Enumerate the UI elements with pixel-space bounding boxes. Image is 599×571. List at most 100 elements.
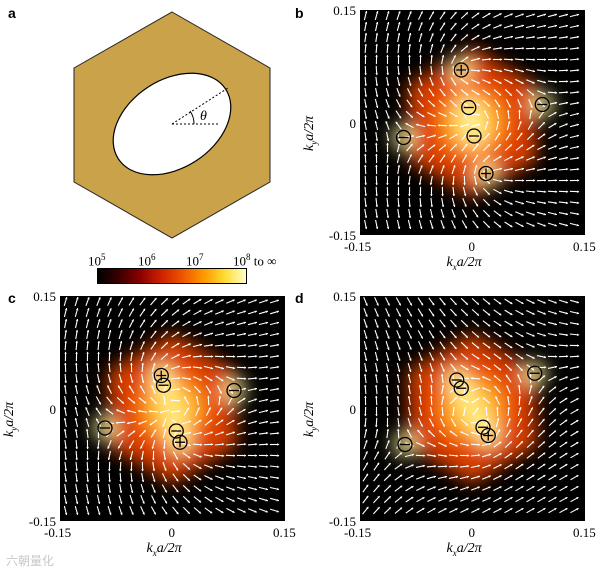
field-arrow-head [521, 323, 524, 326]
field-arrow-head [276, 299, 279, 302]
field-arrow-head [464, 215, 467, 218]
field-arrow-head [565, 224, 568, 227]
field-arrow-head [396, 396, 400, 399]
field-arrow-head [405, 123, 408, 126]
field-arrow-head [76, 512, 79, 515]
field-arrow-head [510, 167, 513, 171]
field-arrow-head [210, 343, 213, 347]
field-arrow-head [97, 340, 100, 344]
field-arrow-head [87, 308, 90, 311]
field-arrow-head [565, 376, 568, 379]
field-arrow-head [565, 486, 568, 489]
field-arrow-head [243, 398, 246, 401]
field-arrow-head [365, 440, 368, 443]
panel-label-c: c [8, 290, 16, 306]
field-arrow-head [209, 419, 213, 422]
field-arrow-head [130, 479, 133, 483]
field-arrow-head [265, 343, 268, 347]
field-arrow-head [486, 418, 489, 421]
field-arrow-head [555, 190, 558, 193]
field-arrow-head [426, 124, 430, 127]
field-arrow-head [63, 407, 67, 410]
field-arrow-head [176, 511, 179, 515]
field-arrow-head [554, 13, 557, 16]
field-arrow-head [476, 324, 479, 327]
field-arrow-head [510, 179, 514, 182]
field-arrow-head [376, 11, 379, 14]
field-arrow-head [255, 366, 258, 369]
field-arrow-head [119, 469, 122, 472]
field-arrow-head [566, 344, 569, 347]
field-arrow-head [208, 391, 211, 394]
field-arrow-head [499, 81, 502, 84]
field-arrow-head [74, 428, 78, 432]
field-arrow-head [177, 409, 181, 413]
field-arrow-head [364, 142, 367, 146]
field-arrow-head [244, 377, 247, 380]
field-arrow-head [565, 201, 569, 205]
field-arrow-head [508, 105, 511, 108]
field-arrow-head [482, 387, 485, 390]
field-arrow-head [199, 443, 203, 446]
field-arrow-head [254, 465, 258, 468]
field-arrow-head [433, 497, 436, 500]
field-arrow-head [364, 32, 368, 36]
field-arrow-head [519, 121, 522, 124]
field-arrow-head [409, 165, 412, 168]
field-arrow-head [210, 466, 213, 469]
field-arrow-head [177, 365, 180, 368]
field-arrow-head [232, 310, 235, 313]
field-arrow-head [532, 201, 535, 205]
field-arrow-head [532, 508, 535, 511]
field-arrow-head [444, 454, 447, 458]
field-arrow-head [533, 47, 536, 50]
field-arrow-head [210, 321, 213, 324]
field-arrow-head [420, 33, 423, 36]
field-arrow-head [422, 497, 425, 500]
field-arrow-head [543, 81, 546, 84]
field-arrow-head [375, 33, 379, 36]
field-arrow-head [555, 58, 558, 61]
field-arrow-head [129, 385, 132, 388]
field-arrow-head [375, 369, 379, 372]
field-arrow-head [364, 414, 367, 417]
field-arrow-head [531, 133, 534, 136]
field-arrow-head [198, 511, 201, 514]
field-arrow-head [96, 446, 100, 450]
field-arrow-head [97, 330, 101, 333]
field-arrow-head [364, 395, 367, 398]
field-arrow-head [87, 402, 90, 405]
field-arrow-head [520, 368, 523, 371]
field-arrow-head [566, 190, 569, 193]
colorbar-label-1e7: 107 [186, 252, 204, 269]
field-arrow-head [454, 104, 457, 107]
field-arrow-head [455, 134, 458, 137]
field-arrow-head [477, 123, 480, 126]
field-arrow-head [386, 395, 389, 399]
field-arrow-head [566, 80, 569, 83]
field-arrow-head [232, 299, 235, 302]
field-arrow-head [488, 58, 492, 61]
field-arrow-head [576, 13, 579, 17]
field-arrow-head [115, 421, 119, 424]
field-arrow-head [454, 12, 457, 15]
field-arrow-head [443, 104, 446, 107]
field-arrow-head [455, 497, 458, 500]
field-arrow-head [455, 475, 458, 479]
field-arrow-head [421, 104, 424, 107]
field-arrow-head [130, 362, 133, 365]
field-arrow-head [419, 215, 423, 218]
field-arrow-head [543, 213, 546, 216]
field-arrow-head [422, 134, 425, 138]
field-arrow-head [386, 72, 389, 76]
field-arrow-head [142, 501, 145, 504]
field-arrow-head [108, 330, 112, 333]
field-arrow-head [386, 22, 390, 25]
field-arrow-head [488, 508, 491, 511]
field-arrow-head [477, 46, 480, 49]
field-arrow-head [565, 13, 568, 17]
field-arrow-head [276, 409, 279, 413]
field-arrow-head [466, 400, 469, 403]
field-arrow-head [488, 35, 491, 38]
field-arrow-head [218, 395, 222, 399]
